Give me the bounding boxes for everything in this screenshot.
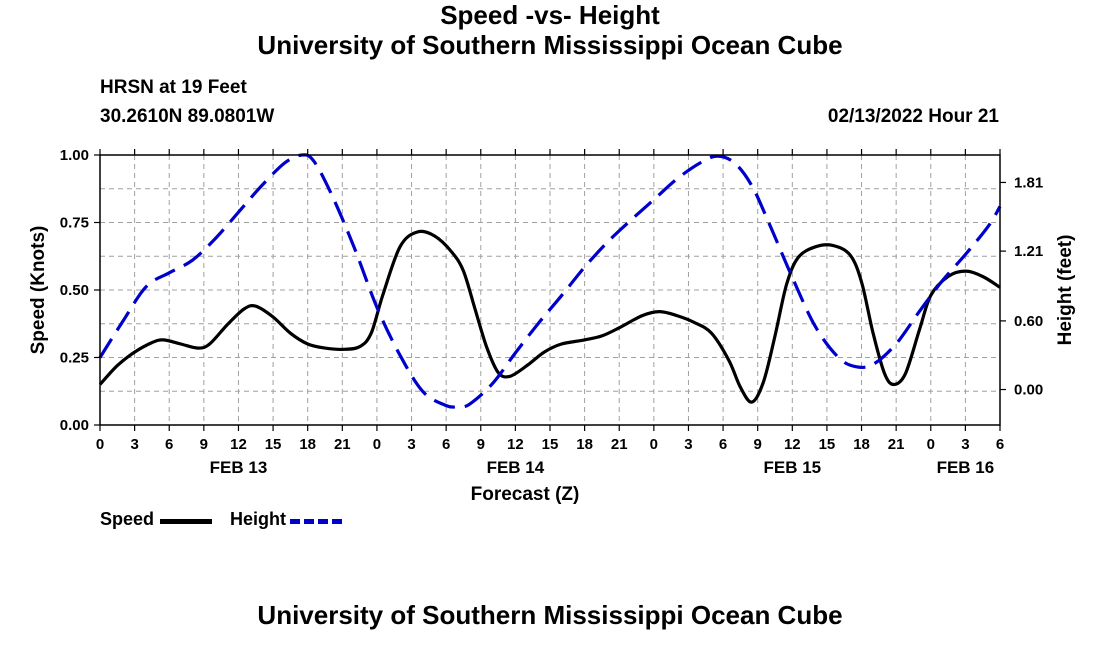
x-tick-label: 21: [611, 436, 628, 453]
legend-height-label: Height: [230, 509, 286, 529]
x-tick-label: 9: [200, 436, 208, 453]
y-left-tick-label: 0.50: [60, 282, 89, 299]
x-tick-label: 0: [650, 436, 658, 453]
x-tick-label: 0: [373, 436, 381, 453]
grid-layer: [100, 155, 1000, 425]
chart-subtitle: Speed -vs- Height: [440, 0, 660, 30]
y-left-tick-label: 0.25: [60, 350, 89, 367]
x-tick-label: 3: [407, 436, 415, 453]
x-tick-label: 15: [542, 436, 559, 453]
x-date-label: FEB 14: [487, 458, 545, 477]
x-date-label: FEB 15: [763, 458, 821, 477]
y-left-tick-label: 1.00: [60, 147, 89, 164]
series-line-speed: [98, 229, 1001, 404]
x-tick-label: 18: [576, 436, 593, 453]
x-axis-label: Forecast (Z): [471, 484, 580, 505]
x-tick-label: 12: [230, 436, 247, 453]
y-right-tick-label: 1.21: [1014, 243, 1043, 260]
x-tick-label: 18: [853, 436, 870, 453]
y-right-tick-label: 0.00: [1014, 382, 1043, 399]
x-tick-label: 21: [888, 436, 905, 453]
x-tick-label: 3: [961, 436, 969, 453]
coordinates-label: 30.2610N 89.0801W: [100, 106, 275, 127]
x-tick-label: 18: [299, 436, 316, 453]
legend-speed-swatch: [160, 519, 212, 524]
x-tick-label: 0: [927, 436, 935, 453]
x-tick-label: 21: [334, 436, 351, 453]
x-tick-label: 3: [130, 436, 138, 453]
x-tick-label: 3: [684, 436, 692, 453]
y-axis-right-label: Height (feet): [1055, 235, 1076, 346]
series-line-height: [98, 153, 1002, 409]
axis-layer: 0 3 6 9 12 15 18 21 0 3 6 9 12 15 18 21 0 3 6 9 12 15 18 21 0 3 6F…: [60, 147, 1043, 477]
x-date-label: FEB 16: [937, 458, 995, 477]
x-tick-label: 0: [96, 436, 104, 453]
footer-title: University of Southern Mississippi Ocean…: [257, 600, 843, 630]
x-tick-label: 12: [507, 436, 524, 453]
legend-height-swatch: [290, 519, 342, 524]
y-left-tick-label: 0.75: [60, 215, 89, 232]
x-tick-label: 6: [165, 436, 173, 453]
x-tick-label: 6: [719, 436, 727, 453]
x-tick-label: 6: [996, 436, 1004, 453]
y-left-tick-label: 0.00: [60, 417, 89, 434]
legend-speed-label: Speed: [100, 509, 155, 529]
x-tick-label: 9: [754, 436, 762, 453]
x-tick-label: 9: [477, 436, 485, 453]
x-tick-label: 12: [784, 436, 801, 453]
series-layer: [98, 153, 1002, 409]
y-right-tick-label: 1.81: [1014, 174, 1043, 191]
x-tick-label: 15: [819, 436, 836, 453]
station-label: HRSN at 19 Feet: [100, 77, 247, 98]
x-tick-label: 6: [442, 436, 450, 453]
chart-main-title: University of Southern Mississippi Ocean…: [257, 30, 843, 60]
x-tick-label: 15: [265, 436, 282, 453]
x-date-label: FEB 13: [210, 458, 268, 477]
y-axis-left-label: Speed (Knots): [28, 226, 49, 355]
y-right-tick-label: 0.60: [1014, 313, 1043, 330]
forecast-datetime: 02/13/2022 Hour 21: [827, 106, 999, 127]
